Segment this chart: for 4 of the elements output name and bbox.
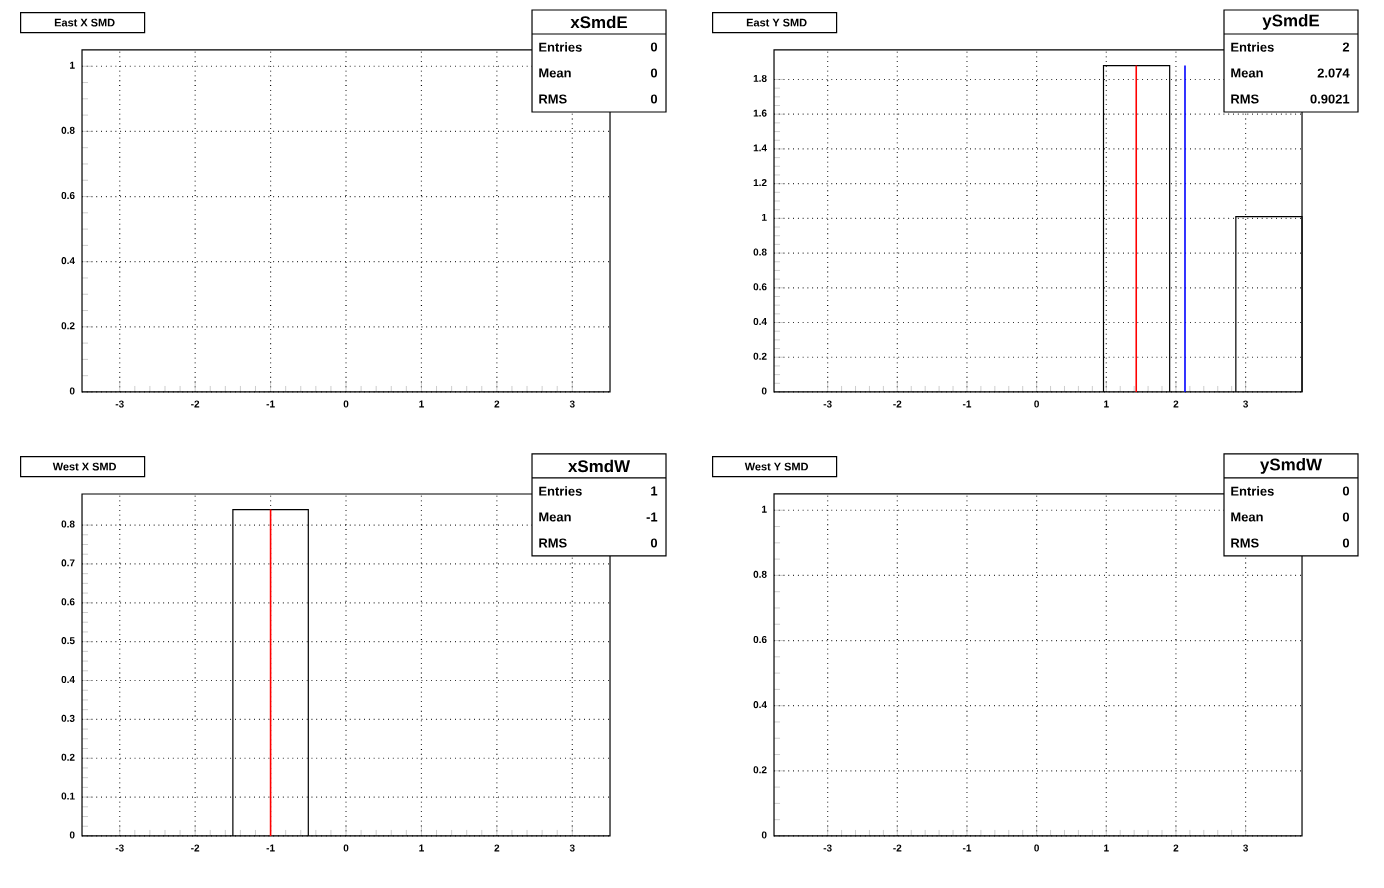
text: ySmdE [1262, 14, 1320, 30]
text: xSmdW [568, 459, 631, 473]
text: ySmdW [1260, 458, 1323, 474]
text: xSmdE [570, 15, 628, 29]
